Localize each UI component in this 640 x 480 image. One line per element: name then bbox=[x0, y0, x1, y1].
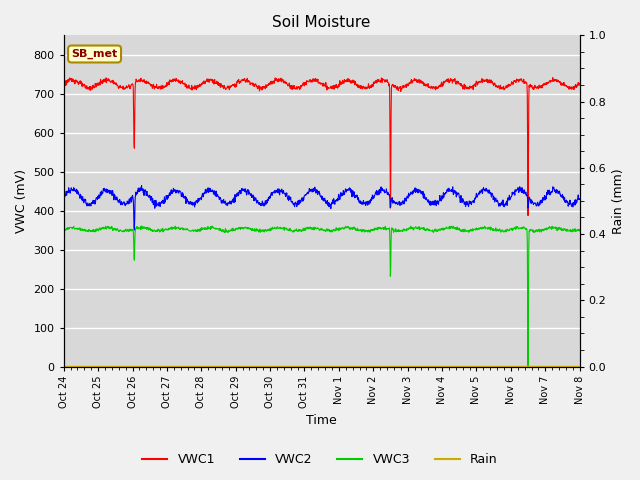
VWC2 bbox=[515, 188, 523, 194]
VWC1 bbox=[232, 81, 240, 87]
VWC3 bbox=[60, 226, 68, 231]
VWC2 bbox=[138, 183, 145, 189]
Rain bbox=[162, 364, 170, 370]
VWC3 bbox=[138, 223, 146, 229]
Rain bbox=[469, 364, 477, 370]
Line: VWC3: VWC3 bbox=[64, 226, 580, 368]
VWC3 bbox=[469, 227, 477, 232]
VWC2 bbox=[131, 227, 138, 233]
VWC2 bbox=[175, 188, 183, 194]
Rain bbox=[401, 364, 409, 370]
VWC3 bbox=[163, 226, 170, 232]
VWC2 bbox=[163, 195, 170, 201]
Rain bbox=[232, 364, 240, 370]
Rain bbox=[60, 364, 68, 370]
VWC1 bbox=[576, 82, 584, 88]
VWC1 bbox=[162, 83, 170, 88]
VWC1 bbox=[401, 82, 409, 88]
VWC2 bbox=[233, 191, 241, 196]
VWC2 bbox=[576, 196, 584, 202]
VWC2 bbox=[470, 197, 477, 203]
VWC1 bbox=[469, 83, 477, 89]
Line: VWC2: VWC2 bbox=[64, 186, 580, 230]
Title: Soil Moisture: Soil Moisture bbox=[273, 15, 371, 30]
VWC1 bbox=[515, 78, 522, 84]
VWC2 bbox=[60, 197, 68, 203]
Legend: VWC1, VWC2, VWC3, Rain: VWC1, VWC2, VWC3, Rain bbox=[138, 448, 502, 471]
Rain bbox=[576, 364, 584, 370]
Y-axis label: VWC (mV): VWC (mV) bbox=[15, 169, 28, 233]
VWC3 bbox=[524, 365, 532, 371]
VWC1 bbox=[549, 75, 557, 81]
VWC3 bbox=[175, 226, 182, 231]
Y-axis label: Rain (mm): Rain (mm) bbox=[612, 168, 625, 234]
Rain bbox=[175, 364, 182, 370]
VWC3 bbox=[515, 226, 522, 231]
VWC3 bbox=[402, 227, 410, 233]
VWC1 bbox=[175, 79, 182, 84]
VWC1 bbox=[60, 83, 68, 88]
Rain bbox=[515, 364, 522, 370]
VWC2 bbox=[403, 198, 410, 204]
Text: SB_met: SB_met bbox=[72, 49, 118, 59]
Line: VWC1: VWC1 bbox=[64, 78, 580, 216]
X-axis label: Time: Time bbox=[307, 414, 337, 427]
VWC3 bbox=[576, 227, 584, 232]
VWC3 bbox=[233, 226, 241, 231]
VWC1 bbox=[524, 213, 532, 218]
